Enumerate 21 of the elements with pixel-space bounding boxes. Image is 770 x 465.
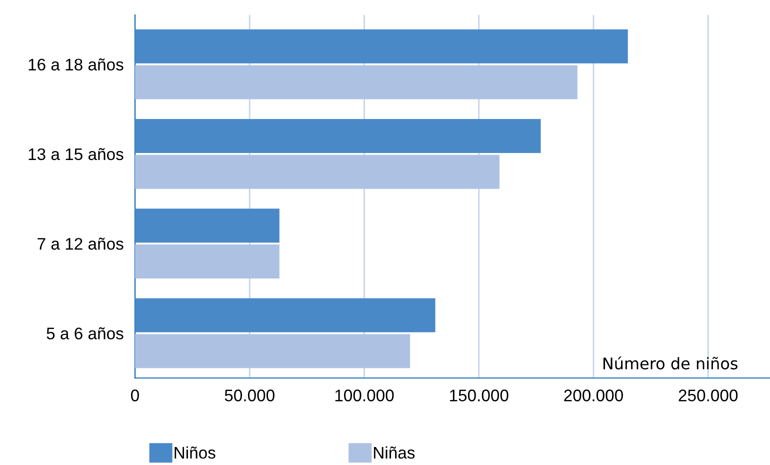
y-tick-label: 13 a 15 años: [28, 148, 124, 160]
legend-label: Niñas: [374, 446, 415, 459]
bar: [135, 244, 280, 279]
bar: [135, 334, 410, 368]
bar: [135, 29, 628, 64]
x-tick-label: 0: [131, 390, 139, 402]
y-tick-label: 16 a 18 años: [28, 58, 124, 70]
x-tick-label: 200.000: [564, 390, 623, 402]
x-tick-label: 250.000: [678, 390, 738, 402]
x-tick-label: 150.000: [450, 390, 508, 402]
bar: [135, 65, 578, 100]
y-tick-label: 5 a 6 años: [46, 327, 124, 340]
y-tick-label: 7 a 12 años: [38, 238, 124, 250]
x-axis-title: Número de niños: [603, 356, 738, 370]
bar: [135, 298, 436, 332]
legend-label: Niños: [174, 446, 216, 459]
x-tick-label: 100.000: [335, 390, 394, 402]
x-tick-label: 50.000: [224, 390, 274, 402]
bar: [135, 208, 280, 243]
bar: [135, 154, 500, 189]
bar: [135, 118, 541, 154]
